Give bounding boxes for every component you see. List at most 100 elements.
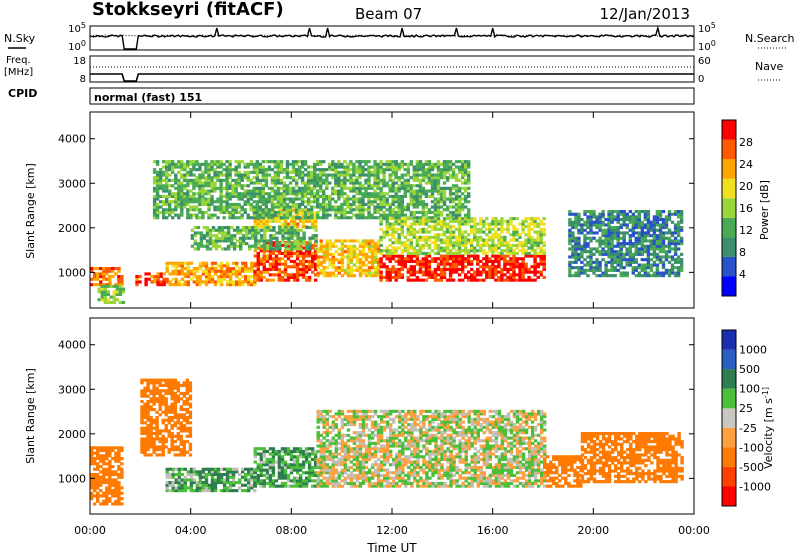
heatmap-cell (437, 184, 440, 187)
heatmap-cell (301, 171, 304, 174)
heatmap-cell (589, 258, 592, 261)
heatmap-cell (620, 218, 623, 221)
heatmap-cell (119, 285, 122, 288)
heatmap-cell (277, 171, 280, 174)
heatmap-cell (235, 179, 238, 182)
heatmap-cell (174, 400, 177, 403)
heatmap-cell (301, 166, 304, 169)
heatmap-cell (635, 258, 638, 261)
heatmap-cell (304, 184, 307, 187)
heatmap-cell (238, 184, 241, 187)
heatmap-cell (470, 255, 473, 258)
heatmap-cell (254, 255, 257, 258)
heatmap-cell (580, 253, 583, 256)
heatmap-cell (93, 489, 96, 492)
heatmap-cell (262, 179, 265, 182)
heatmap-cell (392, 163, 395, 166)
heatmap-cell (488, 231, 491, 234)
heatmap-cell (662, 231, 665, 234)
heatmap-cell (382, 184, 385, 187)
heatmap-cell (343, 174, 346, 177)
heatmap-cell (90, 449, 93, 452)
heatmap-cell (271, 160, 274, 163)
heatmap-cell (527, 279, 530, 282)
heatmap-cell (102, 500, 105, 503)
heatmap-cell (626, 272, 629, 275)
heatmap-cell (153, 211, 156, 214)
heatmap-cell (206, 229, 209, 232)
heatmap-cell (680, 221, 683, 224)
heatmap-cell (617, 253, 620, 256)
heatmap-cell (191, 245, 194, 248)
heatmap-cell (674, 266, 677, 269)
heatmap-cell (298, 203, 301, 206)
heatmap-cell (301, 174, 304, 177)
heatmap-cell (205, 283, 208, 286)
heatmap-cell (623, 213, 626, 216)
heatmap-cell (207, 192, 210, 195)
heatmap-cell (464, 206, 467, 209)
heatmap-cell (251, 231, 254, 234)
heatmap-cell (204, 171, 207, 174)
heatmap-cell (143, 405, 146, 408)
heatmap-cell (671, 272, 674, 275)
heatmap-cell (349, 216, 352, 219)
heatmap-cell (494, 249, 497, 252)
heatmap-cell (280, 211, 283, 214)
heatmap-cell (512, 231, 515, 234)
heatmap-cell (356, 253, 359, 256)
heatmap-cell (165, 171, 168, 174)
heatmap-cell (376, 211, 379, 214)
heatmap-cell (283, 171, 286, 174)
heatmap-cell (650, 221, 653, 224)
heatmap-cell (168, 387, 171, 390)
heatmap-cell (332, 272, 335, 275)
heatmap-cell (155, 397, 158, 400)
heatmap-cell (398, 239, 401, 242)
heatmap-cell (239, 237, 242, 240)
heatmap-cell (659, 255, 662, 258)
heatmap-cell (266, 268, 269, 271)
heatmap-cell (114, 502, 117, 505)
heatmap-cell (284, 279, 287, 282)
freq-tick-high: 18 (73, 56, 86, 67)
heatmap-cell (586, 242, 589, 245)
heatmap-cell (218, 231, 221, 234)
heatmap-cell (629, 242, 632, 245)
heatmap-cell (413, 228, 416, 231)
heatmap-cell (629, 218, 632, 221)
heatmap-cell (281, 234, 284, 237)
heatmap-cell (644, 269, 647, 272)
heatmap-cell (149, 440, 152, 443)
heatmap-cell (347, 272, 350, 275)
heatmap-cell (446, 241, 449, 244)
heatmap-cell (392, 257, 395, 260)
heatmap-cell (166, 280, 169, 283)
heatmap-cell (146, 379, 149, 382)
heatmap-cell (382, 214, 385, 217)
heatmap-cell (235, 184, 238, 187)
heatmap-cell (198, 163, 201, 166)
heatmap-cell (204, 203, 207, 206)
heatmap-cell (467, 271, 470, 274)
heatmap-cell (231, 195, 234, 198)
heatmap-cell (183, 163, 186, 166)
heatmap-cell (488, 268, 491, 271)
heatmap-cell (277, 166, 280, 169)
heatmap-cell (201, 203, 204, 206)
heatmap-cell (284, 223, 287, 226)
heatmap-cell (626, 264, 629, 267)
heatmap-cell (398, 190, 401, 193)
heatmap-cell (352, 166, 355, 169)
heatmap-cell (96, 468, 99, 471)
heatmap-cell (419, 203, 422, 206)
heatmap-cell (494, 257, 497, 260)
heatmap-cell (382, 249, 385, 252)
heatmap-cell (305, 220, 308, 223)
heatmap-cell (401, 273, 404, 276)
heatmap-cell (305, 276, 308, 279)
heatmap-cell (274, 171, 277, 174)
heatmap-cell (401, 257, 404, 260)
heatmap-cell (455, 220, 458, 223)
heatmap-cell (280, 166, 283, 169)
